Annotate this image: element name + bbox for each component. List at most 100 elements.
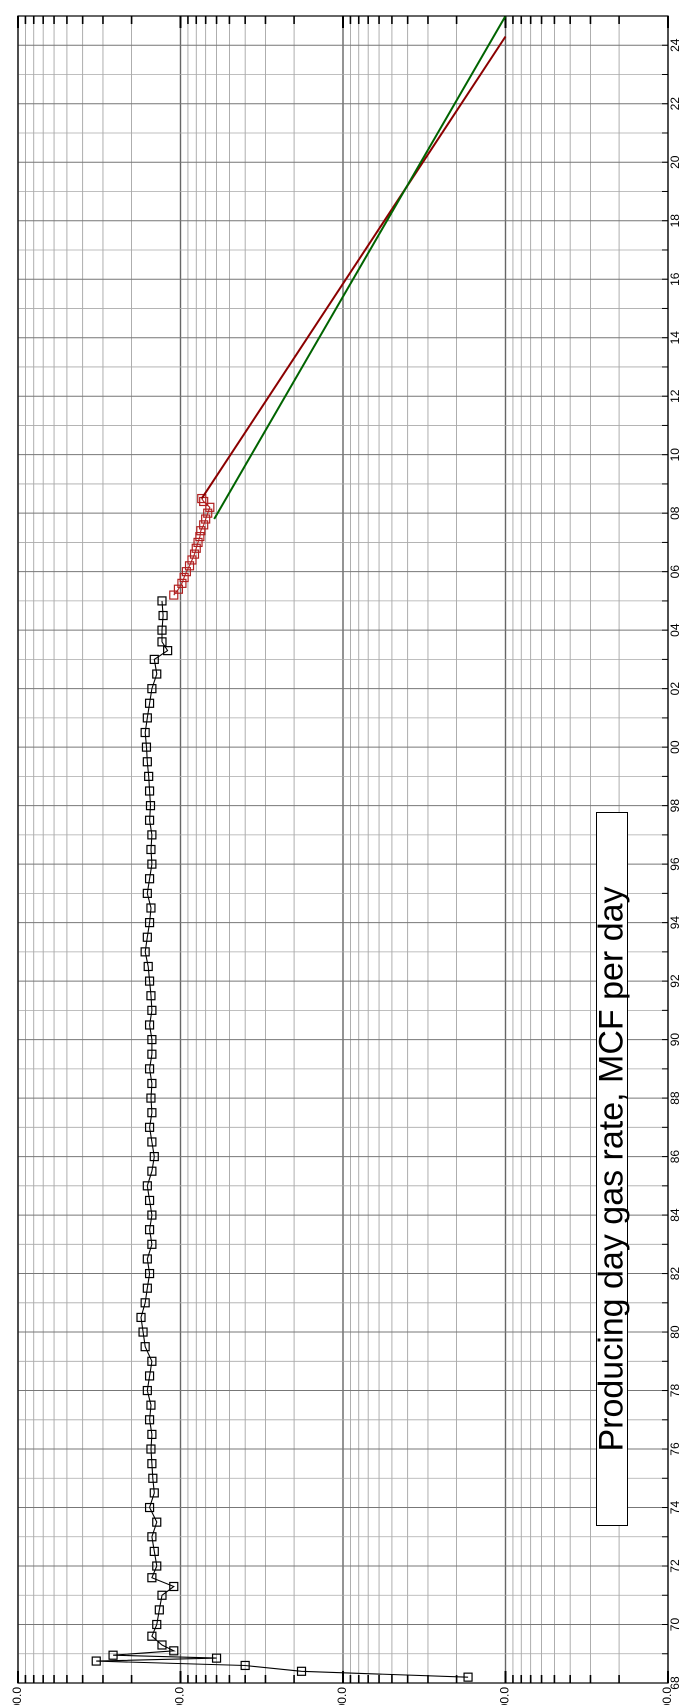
data-point	[169, 590, 179, 600]
data-point	[147, 684, 157, 694]
data-point	[197, 493, 207, 504]
data-point	[154, 1605, 164, 1615]
x-tick-label: 70	[668, 1618, 682, 1632]
data-point	[149, 1488, 159, 1498]
data-point	[147, 1210, 157, 1220]
data-point	[147, 1356, 157, 1366]
data-point	[147, 1005, 157, 1015]
x-tick-label: 98	[668, 799, 682, 813]
x-tick-label: 06	[668, 565, 682, 579]
series-line-1	[173, 498, 211, 596]
series-line-3	[213, 15, 507, 520]
x-tick-label: 88	[668, 1091, 682, 1105]
data-point	[140, 1342, 150, 1352]
data-point	[142, 932, 152, 942]
data-point	[140, 727, 150, 738]
data-point	[147, 1631, 157, 1641]
data-point	[147, 1459, 157, 1469]
tick-labels: 68 70 72 74 76 78 80 82 84 86 88 90 92 94 96 98 00 02 04 06…	[10, 38, 682, 1705]
x-tick-label: 86	[668, 1150, 682, 1164]
data-point	[146, 991, 156, 1001]
data-point	[144, 1371, 155, 1381]
data-point	[148, 1473, 158, 1483]
x-tick-label: 20	[668, 155, 682, 169]
data-point	[193, 537, 203, 548]
tick-marks	[17, 15, 669, 1684]
x-tick-label: 76	[668, 1442, 682, 1456]
grid-lines	[17, 15, 669, 1684]
data-point	[145, 801, 156, 811]
data-point	[199, 520, 209, 530]
data-point	[144, 1020, 155, 1030]
x-tick-label: 92	[668, 974, 682, 988]
data-point	[142, 1254, 152, 1264]
data-point	[189, 549, 200, 559]
legend-entry: Producing day gas rate, MCF per day	[592, 886, 631, 1452]
x-tick-label: 02	[668, 682, 682, 696]
data-point	[149, 654, 159, 665]
data-point	[143, 961, 153, 972]
data-point	[147, 859, 157, 869]
data-point	[146, 1400, 156, 1410]
data-point	[147, 1108, 157, 1118]
data-point	[147, 1239, 157, 1249]
y-tick-label: 10000.0	[335, 1687, 349, 1705]
data-point	[152, 1517, 162, 1527]
x-tick-label: 78	[668, 1384, 682, 1398]
x-tick-label: 94	[668, 916, 682, 930]
x-tick-label: 80	[668, 1325, 682, 1339]
x-tick-label: 84	[668, 1208, 682, 1222]
data-point	[108, 1650, 118, 1660]
legend-box	[596, 812, 628, 1526]
data-point	[195, 531, 205, 542]
x-tick-label: 18	[668, 214, 682, 228]
data-point	[296, 1666, 307, 1676]
data-point	[146, 844, 156, 855]
data-point	[157, 1640, 167, 1650]
series-line-2	[200, 35, 507, 500]
data-point	[169, 1646, 179, 1656]
x-tick-label: 04	[668, 623, 682, 637]
data-point	[201, 514, 211, 524]
data-point	[199, 496, 209, 507]
data-point	[142, 713, 152, 723]
data-point	[144, 786, 155, 796]
x-tick-label: 90	[668, 1033, 682, 1047]
data-point	[146, 1093, 156, 1103]
data-point	[142, 757, 152, 767]
data-point	[138, 1327, 148, 1337]
data-point	[144, 698, 155, 708]
data-point	[147, 1049, 157, 1059]
data-point	[149, 1546, 159, 1556]
data-point	[142, 1283, 152, 1293]
data-point	[196, 526, 206, 536]
data-point	[203, 508, 213, 518]
data-point	[136, 1312, 146, 1323]
x-tick-label: 68	[668, 1676, 682, 1690]
y-tick-label: 1000000.0	[10, 1687, 24, 1705]
data-point	[169, 1581, 179, 1592]
x-tick-label: 00	[668, 740, 682, 754]
series-line-0	[96, 600, 469, 1678]
data-point	[152, 1561, 162, 1571]
x-tick-label: 16	[668, 272, 682, 286]
x-tick-label: 72	[668, 1559, 682, 1573]
x-tick-label: 74	[668, 1501, 682, 1515]
data-point	[144, 976, 155, 986]
data-point	[144, 815, 155, 825]
x-tick-label: 08	[668, 506, 682, 520]
plot-frame	[17, 15, 669, 1684]
data-point	[157, 596, 167, 606]
y-tick-label: 100000.0	[173, 1687, 187, 1705]
data-point	[240, 1660, 250, 1671]
data-point	[191, 543, 201, 553]
data-point	[146, 1444, 156, 1454]
data-point	[147, 1166, 157, 1176]
data-point	[184, 561, 195, 571]
data-point	[181, 567, 191, 577]
data-point	[144, 918, 155, 928]
data-point	[463, 1672, 473, 1682]
data-point	[152, 1619, 162, 1630]
data-point	[157, 1590, 167, 1600]
